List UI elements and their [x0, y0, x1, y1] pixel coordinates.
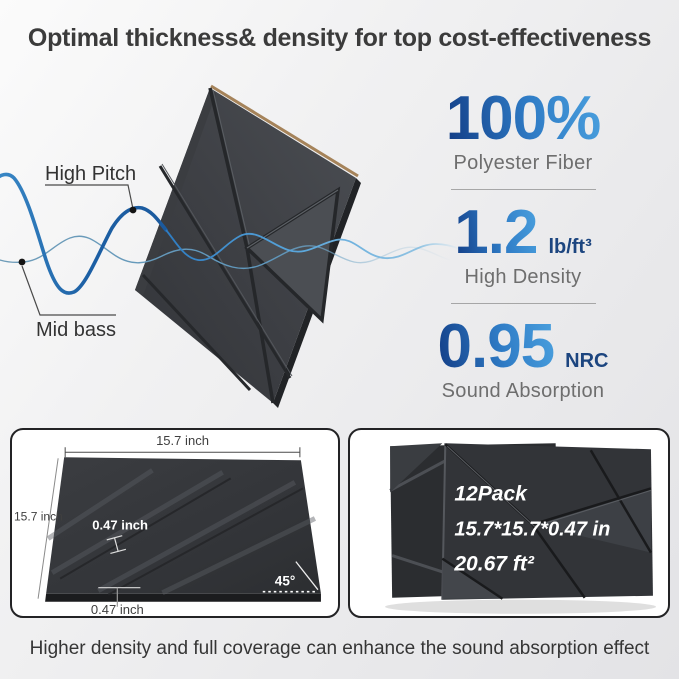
stat-value: 100% — [445, 84, 602, 153]
stat-value: 1.2 — [454, 197, 538, 267]
stat-density: 1.2 lb/ft³ High Density — [398, 197, 648, 289]
page-title: Optimal thickness& density for top cost-… — [27, 24, 652, 52]
pack-diagram-box: 12Pack 15.7*15.7*0.47 in 20.67 ft² — [348, 428, 670, 618]
high-pitch-wave-continuation — [165, 229, 465, 261]
stat-unit: NRC — [565, 349, 609, 372]
panel-groove-lower — [141, 273, 252, 392]
bottom-caption: Higher density and full coverage can enh… — [29, 638, 650, 659]
high-pitch-wave — [0, 172, 168, 295]
width-dimension-ticks — [64, 447, 301, 458]
mid-bass-dot — [18, 258, 26, 266]
panel-surface-ridges — [46, 468, 317, 595]
high-pitch-pointer-line — [45, 184, 134, 210]
stat-nrc: 0.95 NRC Sound Absorption — [398, 311, 648, 403]
stat-label: High Density — [464, 265, 582, 288]
stats-column: 100% Polyester Fiber 1.2 lb/ft³ High Den… — [398, 84, 648, 403]
panel-thickness-face — [45, 593, 321, 602]
stats-divider — [450, 188, 596, 190]
angle-label: 45° — [275, 574, 295, 589]
panel-triangle-edge — [246, 189, 339, 249]
sound-waves — [0, 172, 465, 295]
pack-diagram: 12Pack 15.7*15.7*0.47 in 20.67 ft² — [385, 443, 656, 614]
mid-bass-label: Mid bass — [36, 319, 116, 341]
panel-surface-grooves — [59, 477, 304, 596]
dimension-diagram: 15.7 inch 15.7 inch 0.47 inch 45° 0.47 i… — [14, 433, 321, 616]
angle-line — [295, 561, 319, 591]
stats-divider — [450, 302, 596, 304]
front-panel — [441, 443, 653, 600]
dimension-annotations: 15.7 inch 15.7 inch 0.47 inch 45° 0.47 i… — [14, 433, 319, 616]
pack-area-label: 20.67 ft² — [453, 553, 535, 576]
dimension-diagram-box: 15.7 inch 15.7 inch 0.47 inch 45° 0.47 i… — [10, 428, 340, 618]
pack-size-label: 15.7*15.7*0.47 in — [454, 519, 610, 541]
thickness-marker-icon — [106, 535, 127, 555]
panel-shadow — [385, 599, 656, 614]
edge-thickness-label: 0.47 inch — [91, 602, 144, 616]
stat-value: 0.95 — [437, 311, 555, 381]
high-pitch-dot — [129, 206, 137, 214]
panel-groove-highlight — [212, 89, 251, 249]
stat-polyester: 100% Polyester Fiber — [398, 84, 648, 175]
width-label: 15.7 inch — [156, 433, 209, 448]
surface-thickness-label: 0.47 inch — [92, 518, 148, 533]
height-dimension-line — [37, 458, 59, 599]
height-label: 15.7 inch — [14, 509, 63, 523]
pack-count-label: 12Pack — [454, 482, 528, 505]
front-panel-bevels — [446, 445, 652, 527]
mid-bass-pointer-line — [21, 265, 116, 316]
stat-unit: lb/ft³ — [548, 235, 592, 258]
panel-perspective — [45, 457, 321, 602]
mid-bass-wave — [0, 235, 451, 270]
stat-value-row: 100% — [398, 84, 648, 153]
pack-text-block: 12Pack 15.7*15.7*0.47 in 20.67 ft² — [453, 482, 610, 575]
panel-groove-diagonal-highlight — [161, 163, 293, 377]
panel-groove-diagonal — [158, 165, 292, 379]
stat-label: Sound Absorption — [441, 379, 605, 402]
stat-value-row: 1.2 lb/ft³ — [398, 197, 648, 267]
wave-callouts: High Pitch Mid bass — [18, 163, 137, 341]
acoustic-panel-hero — [135, 84, 361, 408]
hero-illustration: High Pitch Mid bass — [0, 84, 465, 408]
panel-top-surface — [46, 457, 321, 594]
stat-value-row: 0.95 NRC — [398, 311, 648, 381]
high-pitch-label: High Pitch — [45, 163, 136, 185]
stat-label: Polyester Fiber — [453, 151, 593, 174]
panel-back-edge — [210, 84, 359, 178]
